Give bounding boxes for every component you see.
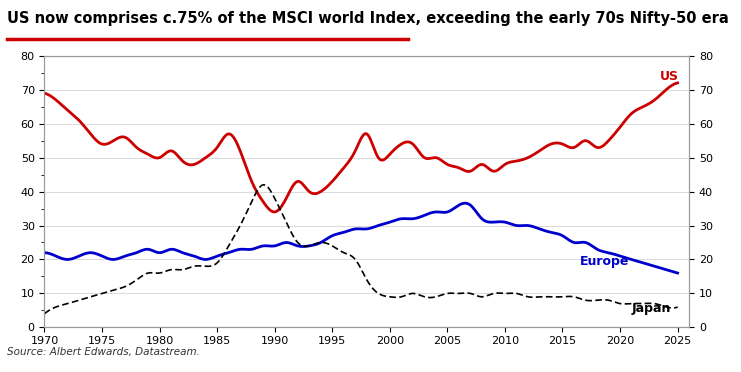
Text: Europe: Europe bbox=[579, 254, 629, 267]
Text: US: US bbox=[660, 70, 679, 83]
Text: US now comprises c.75% of the MSCI world Index, exceeding the early 70s Nifty-50: US now comprises c.75% of the MSCI world… bbox=[7, 11, 729, 26]
Text: Source: Albert Edwards, Datastream.: Source: Albert Edwards, Datastream. bbox=[7, 347, 200, 357]
Text: Japan: Japan bbox=[631, 302, 671, 315]
